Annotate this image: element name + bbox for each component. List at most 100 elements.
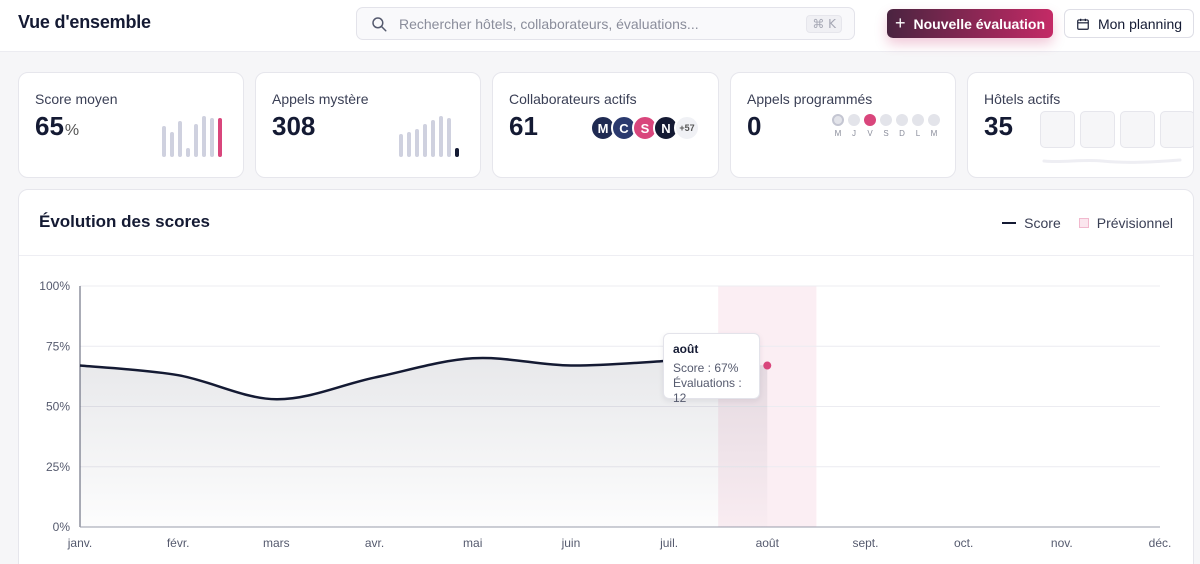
mystery-calls-value: 308 [272,111,316,141]
weekday[interactable]: S [880,114,892,138]
weekday[interactable]: L [912,114,924,138]
x-tick-label: juil. [659,536,678,550]
scheduled-calls-label: Appels programmés [747,91,873,107]
spark-bar [186,148,190,157]
hotel-squiggle [1042,158,1182,164]
collaborators-card[interactable]: Collaborateurs actifs 61 M C S N +57 [492,72,719,178]
spark-bar [399,134,403,157]
avatar-more-count[interactable]: +57 [674,115,700,141]
day-dot [848,114,860,126]
x-tick-label: févr. [167,536,190,550]
spark-bar [423,124,427,157]
x-tick-label: nov. [1051,536,1073,550]
day-label: M [834,129,842,138]
new-evaluation-button[interactable]: + Nouvelle évaluation [887,9,1053,38]
day-label: D [899,129,905,138]
chart-legend: Score Prévisionnel [1002,215,1173,231]
legend-forecast: Prévisionnel [1096,215,1173,231]
x-tick-label: oct. [954,536,973,550]
spark-bar [218,118,222,157]
collaborators-value: 61 [509,111,538,141]
spark-bar [202,116,206,157]
day-dot [912,114,924,126]
score-line [79,356,670,401]
spark-bar [170,132,174,157]
spark-bar [210,118,214,157]
collaborator-avatars: M C S N +57 [590,115,700,141]
search-bar[interactable]: Rechercher hôtels, collaborateurs, évalu… [356,7,855,40]
chart-header: Évolution des scores Score Prévisionnel [19,190,1193,256]
x-tick-label: avr. [365,536,384,550]
chart-tooltip: août Score : 67% Évaluations : 12 [663,333,760,405]
spark-bar [162,126,166,157]
weekday[interactable]: M [928,114,940,138]
search-icon [372,17,387,32]
mystery-calls-label: Appels mystère [272,91,369,107]
score-card[interactable]: Score moyen 65% [18,72,244,178]
legend-score: Score [1024,215,1061,231]
day-label: J [852,129,856,138]
day-label: M [930,129,938,138]
my-planning-button[interactable]: Mon planning [1064,9,1194,38]
weekday[interactable]: J [848,114,860,138]
day-label: L [915,129,921,138]
collaborators-label: Collaborateurs actifs [509,91,637,107]
x-tick-label: mars [263,536,290,550]
y-tick-label: 100% [39,279,70,293]
hotels-label: Hôtels actifs [984,91,1061,107]
my-planning-label: Mon planning [1097,15,1183,32]
top-bar: Vue d'ensemble Rechercher hôtels, collab… [0,0,1200,52]
chart-title: Évolution des scores [39,212,210,231]
hotel-tile [1080,111,1115,148]
score-area [80,358,768,527]
score-card-value: 65% [35,111,79,142]
score-card-label: Score moyen [35,91,118,107]
scheduled-calls-value: 0 [747,111,762,141]
day-dot [896,114,908,126]
tooltip-evaluations: Évaluations : 12 [673,376,742,405]
search-shortcut-badge: ⌘ K [806,15,842,33]
y-tick-label: 50% [46,400,70,414]
weekday[interactable]: D [896,114,908,138]
new-evaluation-label: Nouvelle évaluation [913,15,1045,32]
spark-bar [407,132,411,157]
spark-bar [194,124,198,157]
score-sparkbars [162,111,222,157]
x-tick-label: sept. [852,536,878,550]
weekday[interactable]: M [832,114,844,138]
x-tick-label: août [756,536,780,550]
day-dot [864,114,876,126]
spark-bar [178,121,182,157]
day-dot [880,114,892,126]
page-title: Vue d'ensemble [18,12,151,32]
x-tick-label: mai [463,536,482,550]
y-tick-label: 25% [46,460,70,474]
weekday[interactable]: V [864,114,876,138]
y-tick-label: 75% [46,339,70,353]
legend-line-key [1002,222,1017,224]
hotels-card[interactable]: Hôtels actifs 35 [967,72,1194,178]
hotel-tile [1120,111,1155,148]
legend-forecast-key [1078,218,1089,228]
day-label: V [867,129,873,138]
spark-bar [431,120,435,157]
spark-bar [447,118,451,157]
calendar-icon [1077,18,1089,30]
calls-sparkbars [399,111,459,157]
day-label: S [883,129,889,138]
tooltip-title: août [673,342,699,356]
hotel-tile [1160,111,1193,148]
mystery-calls-card[interactable]: Appels mystère 308 [255,72,481,178]
y-tick-label: 0% [53,520,71,534]
search-input[interactable]: Rechercher hôtels, collaborateurs, évalu… [399,16,699,32]
spark-bar [415,129,419,157]
x-tick-label: déc. [1149,536,1172,550]
score-value: 65 [35,111,64,141]
forecast-point [763,361,772,370]
hotels-value: 35 [984,111,1013,141]
tooltip-score: Score : 67% [673,361,739,375]
hotel-tiles [1040,111,1193,148]
x-tick-label: janv. [67,536,92,550]
